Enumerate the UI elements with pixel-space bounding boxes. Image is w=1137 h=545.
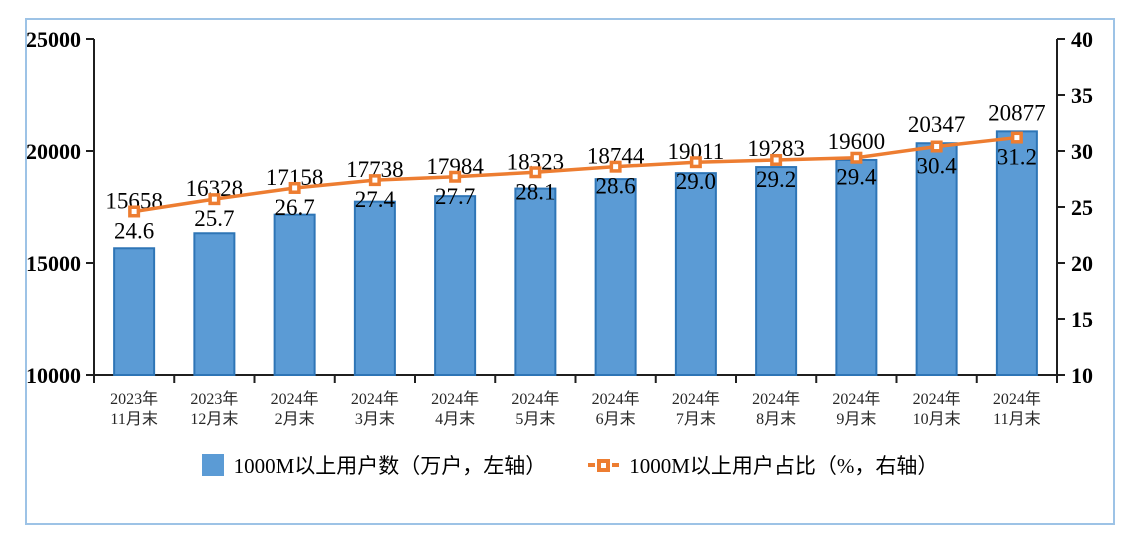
bar	[674, 172, 717, 376]
x-axis-label-year: 2024年	[672, 390, 720, 408]
bar	[353, 200, 396, 376]
x-axis-label-month: 7月末	[676, 410, 716, 428]
line-marker-center	[773, 157, 779, 163]
bar	[193, 232, 236, 376]
x-axis-label-year: 2024年	[913, 390, 961, 408]
bar	[835, 158, 878, 376]
bar	[594, 178, 637, 376]
bar	[995, 130, 1038, 377]
x-axis-label-year: 2024年	[351, 390, 399, 408]
x-axis-label-month: 10月末	[913, 410, 961, 428]
line-value-label: 24.6	[114, 218, 154, 243]
right-axis-tick-label: 40	[1071, 27, 1093, 52]
bar-value-label: 20877	[988, 100, 1046, 125]
x-axis-label-year: 2024年	[752, 390, 800, 408]
chart-border-box: 25000 20000 15000 10000 40 35 30 25 20 15 10 2023年 1…	[25, 18, 1115, 525]
line-marker-center	[211, 196, 217, 202]
bar	[273, 213, 316, 376]
line-marker-center	[452, 174, 458, 180]
left-axis-tick-label: 10000	[27, 363, 81, 388]
x-axis-label-year: 2024年	[993, 390, 1041, 408]
bar	[113, 247, 156, 376]
line-marker-center	[693, 159, 699, 165]
line-value-label: 28.6	[596, 174, 636, 199]
right-axis-tick-label: 15	[1071, 307, 1093, 332]
x-axis-label-month: 6月末	[596, 410, 636, 428]
bar	[915, 142, 958, 376]
bar-legend-label: 1000M以上用户数（万户，左轴）	[233, 454, 547, 478]
line-marker-center	[372, 177, 378, 183]
line-value-label: 29.0	[676, 169, 716, 194]
line-marker-center	[532, 169, 538, 175]
bar-legend-swatch	[201, 454, 224, 476]
x-axis-label-month: 2月末	[275, 410, 315, 428]
x-axis-label-year: 2024年	[511, 390, 559, 408]
bar	[514, 187, 557, 376]
line-marker-center	[292, 185, 298, 191]
x-axis-label-year: 2024年	[271, 390, 319, 408]
right-axis-tick-label: 20	[1071, 251, 1093, 276]
line-marker-center	[1014, 135, 1020, 141]
line-value-label: 28.1	[515, 179, 555, 204]
line-value-label: 25.7	[194, 206, 234, 231]
legend-item-line: 1000M以上用户占比（%，右轴）	[588, 450, 938, 480]
legend: 1000M以上用户数（万户，左轴） 1000M以上用户占比（%，右轴）	[27, 450, 1113, 480]
line-value-label: 26.7	[275, 195, 315, 220]
bar-value-label: 20347	[908, 112, 966, 137]
line-marker-center	[131, 208, 137, 214]
line-value-label: 29.4	[836, 165, 877, 190]
line-value-label: 29.2	[756, 167, 796, 192]
line-legend-label: 1000M以上用户占比（%，右轴）	[629, 454, 939, 478]
x-axis-label-month: 12月末	[190, 410, 238, 428]
right-axis-tick-label: 10	[1071, 363, 1093, 388]
right-axis-tick-label: 30	[1071, 139, 1093, 164]
left-axis-tick-label: 15000	[27, 251, 81, 276]
x-axis-label-month: 11月末	[110, 410, 157, 428]
line-value-label: 30.4	[917, 154, 958, 179]
x-axis-label-year: 2024年	[592, 390, 640, 408]
bar	[434, 195, 477, 376]
line-legend-marker	[588, 458, 620, 472]
line-value-label: 27.7	[435, 184, 475, 209]
x-axis-label-month: 5月末	[515, 410, 555, 428]
bar	[755, 166, 798, 376]
x-axis-label-month: 4月末	[435, 410, 475, 428]
x-axis-label-month: 3月末	[355, 410, 395, 428]
legend-item-bars: 1000M以上用户数（万户，左轴）	[201, 450, 547, 480]
line-marker-center	[853, 155, 859, 161]
x-axis-label-month: 9月末	[836, 410, 876, 428]
line-value-label: 31.2	[997, 145, 1037, 170]
right-axis-tick-label: 35	[1071, 83, 1093, 108]
x-axis-label-year: 2024年	[832, 390, 880, 408]
combo-chart: 25000 20000 15000 10000 40 35 30 25 20 15 10 2023年 1…	[27, 27, 1093, 428]
x-axis-label-month: 8月末	[756, 410, 796, 428]
left-axis-tick-label: 25000	[27, 27, 81, 52]
x-axis-label-year: 2024年	[431, 390, 479, 408]
x-axis-label-year: 2023年	[190, 390, 238, 408]
line-value-label: 27.4	[355, 187, 396, 212]
left-axis-tick-label: 20000	[27, 139, 81, 164]
percentage-line	[133, 135, 1018, 214]
x-axis-label-year: 2023年	[110, 390, 158, 408]
line-marker-center	[613, 164, 619, 170]
line-marker-center	[934, 144, 940, 150]
x-axis-label-month: 11月末	[993, 410, 1040, 428]
bar-value-label: 19600	[828, 129, 886, 154]
right-axis-tick-label: 25	[1071, 195, 1093, 220]
